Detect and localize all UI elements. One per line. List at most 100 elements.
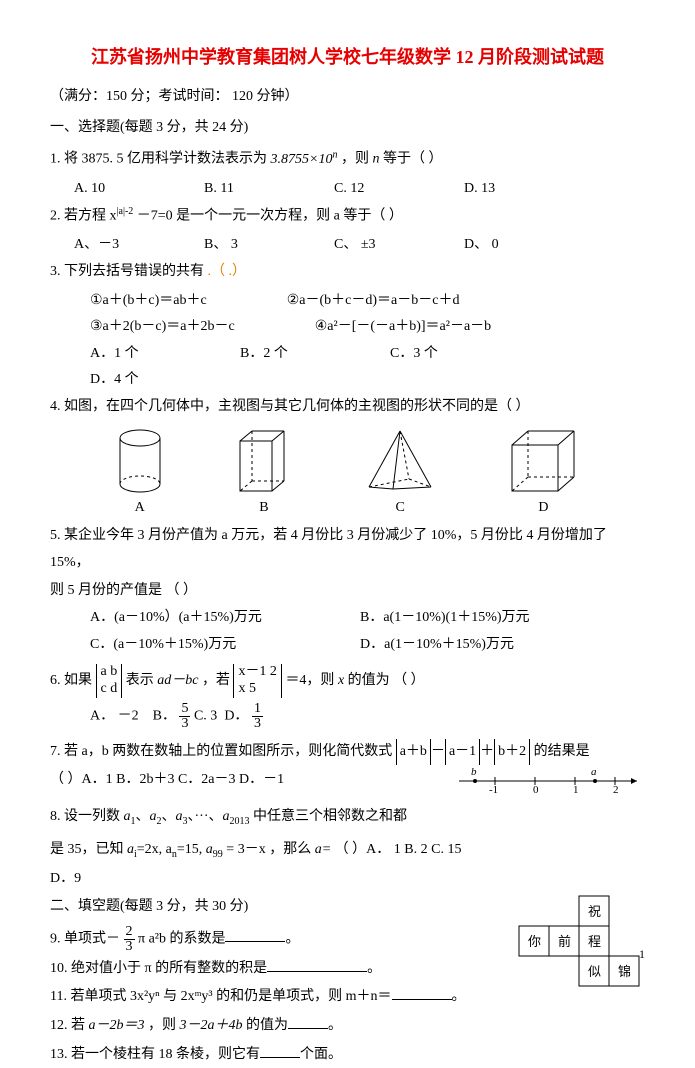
cylinder-icon [117,429,163,493]
q3-item2: ②a－(b＋c－d)＝a－b－c＋d [287,288,460,315]
q8-optd: D．9 [50,866,645,893]
q6-b: 表示 [126,673,158,688]
shape-d-cuboid: D [508,429,578,522]
shape-c-pyramid: C [365,429,435,522]
q8-line2: 是 35，已知 ai=2x, an=15, a99 = 3－x ，那么 a= （… [50,837,645,864]
q12: 12. 若 a－2b＝3 ，则 3－2a＋4b 的值为。 [50,1013,645,1040]
q6-a: 6. 如果 [50,673,92,688]
shape-b-label: B [236,495,292,522]
svg-text:似: 似 [588,964,601,979]
numberline-icon: b a -1 0 1 2 [455,763,645,793]
shape-b-prism: B [236,429,292,522]
q1-opt-c: C. 12 [334,176,424,203]
q1-text3: 等于（ ） [383,152,443,167]
q12-blank [288,1015,328,1029]
cuboid-icon [508,429,578,493]
q6: 6. 如果 a bc d 表示 ad－bc ，若 x－1 2x 5 ＝4，则 x… [50,664,645,698]
q3-opt-c: C．3 个 [390,341,510,368]
q7-abs1: a＋b [396,739,431,766]
q9-frac: 23 [124,925,135,954]
q6-opt-d: D． [224,709,248,724]
q6-options: A． －2 B． 53 C. 3 D． 13 [50,702,645,731]
q3-item1: ①a＋(b＋c)＝ab＋c [90,288,207,315]
q1-opt-a: A. 10 [74,176,164,203]
shape-a-cylinder: A [117,429,163,522]
q12-c: 的值为 [246,1018,288,1033]
q2-text2: －7=0 是一个一元一次方程，则 a 等于（ ） [137,209,403,224]
q3-opt-d: D．4 个 [90,367,210,394]
q1-text2: ，则 [341,152,369,167]
q8-b: 中任意三个相邻数之和都 [253,809,407,824]
svg-text:a: a [591,766,597,778]
q10-blank [267,958,367,972]
q3-options: A．1 个 B．2 个 C．3 个 D．4 个 [50,341,645,394]
q8-d: ，那么 [269,842,315,857]
q5-opt-b: B．a(1－10%)(1＋15%)万元 [360,605,530,632]
q5-row2: C．(a－10%＋15%)万元 D．a(1－10%＋15%)万元 [50,632,645,659]
q7-abs3: b＋2 [494,739,530,766]
q7-abs2: a－1 [445,739,480,766]
q2-opt-d: D、 0 [464,232,554,259]
q3-item3: ③a＋2(b－c)＝a＋2b－c [90,314,235,341]
q1-opt-d: D. 13 [464,176,554,203]
svg-text:你: 你 [528,934,541,949]
q8-c: 是 35，已知 [50,842,124,857]
svg-text:程: 程 [588,934,601,949]
q3-items-row1: ①a＋(b＋c)＝ab＋c ②a－(b＋c－d)＝a－b－c＋d [50,288,645,315]
q6-det2: x－1 2x 5 [233,664,282,698]
q2-opt-c: C、 ±3 [334,232,424,259]
q7-end: 的结果是 [534,744,590,759]
q2-options: A、－3 B、 3 C、 ±3 D、 0 [50,232,645,259]
shape-a-label: A [117,495,163,522]
q7-options: （ ）A．1 B．2b＋3 C．2a－3 D．－1 [50,772,284,787]
q3-opt-b: B．2 个 [240,341,360,368]
q6-frac13: 13 [252,702,263,731]
q5-line2: 则 5 月份的产值是 （ ） [50,578,645,605]
q1-text: 1. 将 3875. 5 亿用科学计数法表示为 [50,152,267,167]
q2-opt-a: A、－3 [74,232,164,259]
page-title: 江苏省扬州中学教育集团树人学校七年级数学 12 月阶段测试试题 [50,40,645,74]
q13-text: 13. 若一个棱柱有 18 条棱，则它有 [50,1047,260,1062]
q6-frac53: 53 [179,702,190,731]
q11-blank [392,986,452,1000]
svg-text:祝: 祝 [588,904,601,919]
q1-n: n [372,152,379,167]
q7-numberline: b a -1 0 1 2 [455,763,645,804]
svg-text:-1: -1 [489,784,498,793]
cube-net-icon: 祝 你 前 程 似 锦 [515,894,645,994]
q1-opt-b: B. 11 [204,176,294,203]
q11-text: 11. 若单项式 3x²yⁿ 与 2xᵐy³ 的和仍是单项式，则 m＋n＝ [50,989,392,1004]
q2-opt-b: B、 3 [204,232,294,259]
q3-highlight: .（ .） [208,264,247,279]
q8: 8. 设一列数 a1、a2、a3、···、a2013 中任意三个相邻数之和都 [50,804,645,831]
q12-b: ，则 [148,1018,176,1033]
q5-opt-a: A．(a－10%）(a＋15%)万元 [90,605,330,632]
q6-opt-b: B． [153,709,176,724]
q4: 4. 如图，在四个几何体中，主视图与其它几何体的主视图的形状不同的是（ ） [50,394,645,421]
q7-text: 7. 若 a，b 两数在数轴上的位置如图所示，则化简代数式 [50,744,392,759]
q2-exp: |a|-2 [117,206,134,217]
svg-text:b: b [471,766,477,778]
q5-opt-d: D．a(1－10%＋15%)万元 [360,632,514,659]
q12-a: 12. 若 [50,1018,85,1033]
q8-a: 8. 设一列数 [50,809,120,824]
q8-e: （ ）A． 1 B. 2 C. 15 [335,842,462,857]
q3-text: 3. 下列去括号错误的共有 [50,264,204,279]
exam-meta: （满分：150 分；考试时间： 120 分钟） [50,84,645,111]
page-number: 1 [639,943,645,966]
q6-opt-c: C. 3 [194,709,217,724]
q6-d: ＝4，则 [285,673,338,688]
prism-icon [236,429,292,493]
q2-text: 2. 若方程 x [50,209,117,224]
q7-line2: （ ）A．1 B．2b＋3 C．2a－3 D．－1 b a -1 0 1 2 [50,767,645,794]
q6-c: ，若 [202,673,230,688]
q1-sci: 3.8755×10n [271,152,338,167]
pyramid-icon [365,429,435,493]
q6-e: 的值为 （ ） [348,673,425,688]
q5-opt-c: C．(a－10%＋15%)万元 [90,632,330,659]
q9-blank [225,928,285,942]
q9-a: 9. 单项式－ [50,931,120,946]
q3-item4: ④a²－[－(－a＋b)]＝a²－a－b [315,314,491,341]
q5: 5. 某企业今年 3 月份产值为 a 万元，若 4 月份比 3 月份减少了 10… [50,523,645,576]
q1-options: A. 10 B. 11 C. 12 D. 13 [50,176,645,203]
